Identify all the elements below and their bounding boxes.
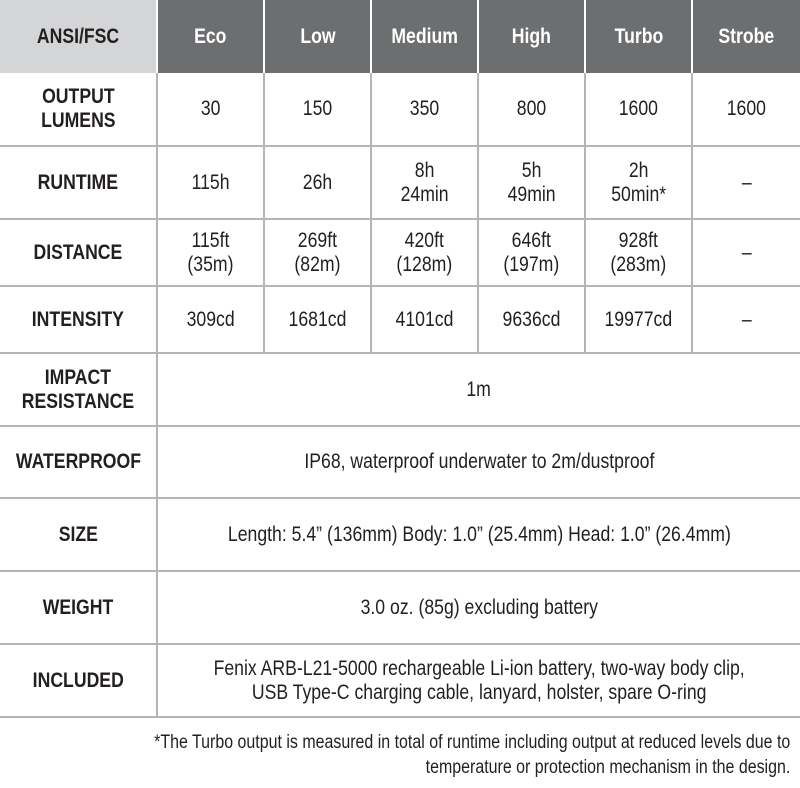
table-cell-text: 4101cd (395, 307, 454, 331)
header-corner-text: ANSI/FSC (36, 24, 120, 48)
footnote: *The Turbo output is measured in total o… (0, 718, 800, 780)
table-cell: 4101cd (372, 287, 479, 354)
row-label: INCLUDED (0, 645, 158, 718)
row-label-text: IMPACT RESISTANCE (21, 365, 135, 413)
table-cell: – (693, 220, 800, 287)
row-label-text: WEIGHT (42, 595, 114, 619)
table-cell: 1681cd (265, 287, 372, 354)
table-cell: 1600 (586, 73, 693, 147)
table-cell: 420ft (128m) (372, 220, 479, 287)
table-cell-text: 928ft (283m) (610, 228, 667, 276)
table-cell: 269ft (82m) (265, 220, 372, 287)
table-cell: 5h 49min (479, 147, 586, 220)
table-cell-text: 420ft (128m) (396, 228, 453, 276)
row-label: OUTPUT LUMENS (0, 73, 158, 147)
header-corner: ANSI/FSC (0, 0, 158, 73)
table-cell: – (693, 287, 800, 354)
table-cell-text: 350 (409, 97, 440, 120)
row-label-text: SIZE (58, 522, 98, 546)
table-cell-merged-text: 1m (466, 377, 492, 401)
table-cell: 1600 (693, 73, 800, 147)
table-cell-merged: IP68, waterproof underwater to 2m/dustpr… (158, 427, 800, 499)
table-cell-text: 19977cd (604, 307, 673, 331)
table-cell: 115h (158, 147, 265, 220)
table-cell-text: 309cd (186, 307, 235, 331)
table-cell-merged: Fenix ARB-L21-5000 rechargeable Li-ion b… (158, 645, 800, 718)
table-cell: 30 (158, 73, 265, 147)
table-cell-merged-text: IP68, waterproof underwater to 2m/dustpr… (303, 450, 655, 473)
table-cell-text: 8h 24min (400, 158, 449, 206)
row-label: DISTANCE (0, 220, 158, 287)
specs-table: ANSI/FSC Eco Low Medium High Turbo Strobe OUTPU… (0, 0, 800, 718)
row-label-text: WATERPROOF (15, 450, 141, 473)
table-cell-text: 150 (302, 97, 333, 120)
table-cell-text: 1681cd (288, 307, 347, 331)
table-cell-text: – (741, 307, 752, 331)
row-label: WATERPROOF (0, 427, 158, 499)
row-label: RUNTIME (0, 147, 158, 220)
table-cell-text: – (741, 240, 752, 264)
header-mode-eco-text: Eco (194, 24, 227, 48)
table-cell-text: – (741, 170, 752, 194)
row-label-text: INCLUDED (32, 668, 124, 692)
table-cell: 8h 24min (372, 147, 479, 220)
row-label-text: RUNTIME (37, 170, 119, 194)
table-cell: 26h (265, 147, 372, 220)
header-mode-strobe: Strobe (693, 0, 800, 73)
table-cell: 9636cd (479, 287, 586, 354)
row-label: INTENSITY (0, 287, 158, 354)
header-mode-low-text: Low (299, 24, 336, 48)
table-cell-text: 646ft (197m) (503, 228, 560, 276)
table-cell-text: 115h (191, 170, 230, 194)
header-mode-medium-text: Medium (391, 24, 458, 48)
table-cell-text: 800 (516, 97, 547, 120)
footnote-text: *The Turbo output is measured in total o… (153, 732, 790, 778)
table-cell-text: 269ft (82m) (294, 228, 341, 276)
header-mode-medium: Medium (372, 0, 479, 73)
row-label: WEIGHT (0, 572, 158, 645)
table-cell-merged-text: Length: 5.4” (136mm) Body: 1.0” (25.4mm)… (227, 522, 731, 546)
table-cell: 309cd (158, 287, 265, 354)
table-cell-text: 26h (302, 170, 333, 194)
table-cell: 800 (479, 73, 586, 147)
table-cell-text: 2h 50min* (611, 158, 666, 206)
row-label-text: OUTPUT LUMENS (40, 85, 116, 132)
row-label: SIZE (0, 499, 158, 572)
table-cell: 646ft (197m) (479, 220, 586, 287)
header-mode-turbo: Turbo (586, 0, 693, 73)
row-label: IMPACT RESISTANCE (0, 354, 158, 427)
table-cell-text: 30 (200, 97, 221, 120)
table-cell-merged: Length: 5.4” (136mm) Body: 1.0” (25.4mm)… (158, 499, 800, 572)
table-cell: 2h 50min* (586, 147, 693, 220)
table-cell-merged-text: Fenix ARB-L21-5000 rechargeable Li-ion b… (213, 656, 745, 704)
table-cell-text: 5h 49min (507, 158, 556, 206)
table-cell: 928ft (283m) (586, 220, 693, 287)
header-mode-eco: Eco (158, 0, 265, 73)
header-mode-low: Low (265, 0, 372, 73)
header-mode-high-text: High (511, 24, 552, 48)
table-cell-text: 1600 (726, 97, 767, 120)
table-cell-text: 9636cd (502, 307, 561, 331)
row-label-text: DISTANCE (33, 240, 123, 264)
table-cell: 115ft (35m) (158, 220, 265, 287)
header-mode-high: High (479, 0, 586, 73)
table-cell: – (693, 147, 800, 220)
table-cell-text: 1600 (618, 97, 659, 120)
table-cell-merged: 3.0 oz. (85g) excluding battery (158, 572, 800, 645)
table-cell-merged: 1m (158, 354, 800, 427)
table-cell: 150 (265, 73, 372, 147)
row-label-text: INTENSITY (31, 307, 125, 331)
table-cell-text: 115ft (35m) (187, 228, 234, 276)
table-cell-merged-text: 3.0 oz. (85g) excluding battery (360, 595, 598, 619)
table-cell: 350 (372, 73, 479, 147)
header-mode-turbo-text: Turbo (614, 24, 663, 48)
table-cell: 19977cd (586, 287, 693, 354)
header-mode-strobe-text: Strobe (718, 24, 775, 48)
